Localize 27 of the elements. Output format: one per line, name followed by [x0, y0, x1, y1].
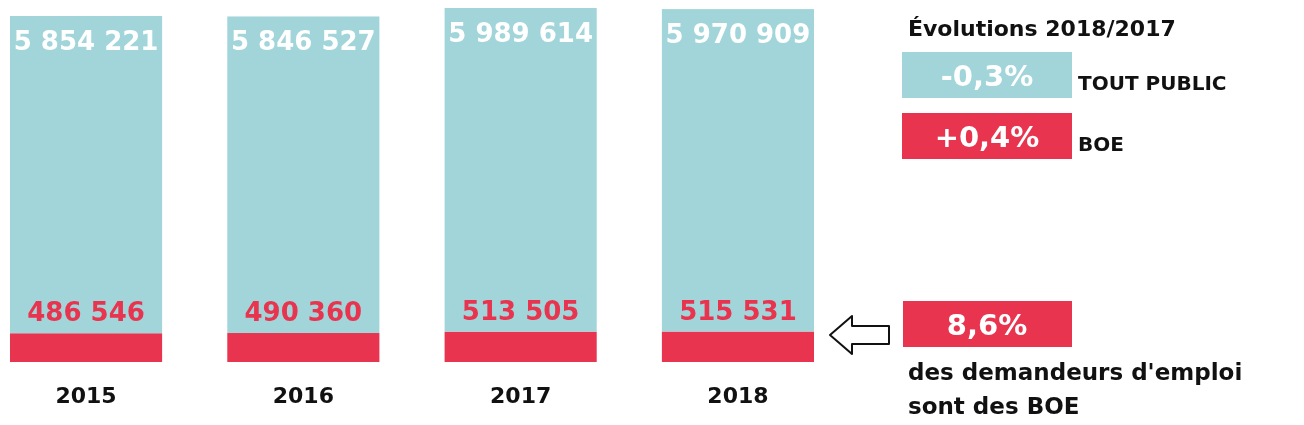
bar [227, 16, 380, 334]
text: -0,3% [940, 59, 1034, 93]
total-label: 5 970 909 [665, 19, 811, 50]
bar [661, 9, 814, 332]
bar [444, 331, 597, 362]
bar [444, 8, 597, 332]
total-label: 5 846 527 [230, 26, 376, 57]
x-tick-label: 2018 [707, 382, 769, 408]
text: 8,6% [946, 308, 1028, 342]
text: BOE [1078, 132, 1124, 156]
total-label: 5 854 221 [13, 26, 159, 56]
total-label: 5 989 614 [448, 18, 594, 48]
x-tick-label: 2016 [272, 382, 334, 408]
bar [227, 333, 380, 362]
text: TOUT PUBLIC [1078, 71, 1227, 95]
data-label: 515 531 [679, 295, 797, 326]
data-label: 513 505 [461, 295, 580, 326]
x-tick-label: 2017 [490, 382, 552, 408]
data-label: 486 546 [27, 297, 145, 328]
legend-title: Évolutions 2018/2017 [908, 16, 1176, 41]
text: +0,4% [934, 120, 1040, 154]
data-label: 490 360 [244, 297, 363, 328]
x-tick-label: 2015 [55, 382, 117, 408]
text: des demandeurs d'emploi sont des BOE [908, 359, 1243, 419]
bar [10, 16, 163, 334]
bar [661, 331, 814, 362]
bar [10, 333, 163, 362]
